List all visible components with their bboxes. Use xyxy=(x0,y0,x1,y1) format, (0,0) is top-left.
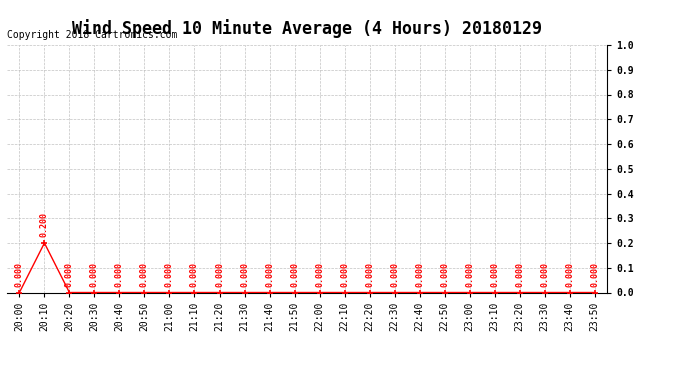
Text: 0.200: 0.200 xyxy=(40,213,49,237)
Text: 0.000: 0.000 xyxy=(515,262,524,287)
Text: 0.000: 0.000 xyxy=(290,262,299,287)
Text: 0.000: 0.000 xyxy=(540,262,549,287)
Text: 0.000: 0.000 xyxy=(565,262,574,287)
Text: 0.000: 0.000 xyxy=(490,262,499,287)
Text: 0.000: 0.000 xyxy=(90,262,99,287)
Text: 0.000: 0.000 xyxy=(365,262,374,287)
Text: 0.000: 0.000 xyxy=(340,262,349,287)
Text: 0.000: 0.000 xyxy=(215,262,224,287)
Text: 0.000: 0.000 xyxy=(240,262,249,287)
Text: 0.000: 0.000 xyxy=(165,262,174,287)
Text: 0.000: 0.000 xyxy=(65,262,74,287)
Text: 0.000: 0.000 xyxy=(15,262,24,287)
Text: 0.000: 0.000 xyxy=(440,262,449,287)
Text: 0.000: 0.000 xyxy=(415,262,424,287)
Text: 0.000: 0.000 xyxy=(265,262,274,287)
Text: 0.000: 0.000 xyxy=(315,262,324,287)
Text: 0.000: 0.000 xyxy=(590,262,599,287)
Text: 0.000: 0.000 xyxy=(190,262,199,287)
Text: 0.000: 0.000 xyxy=(465,262,474,287)
Title: Wind Speed 10 Minute Average (4 Hours) 20180129: Wind Speed 10 Minute Average (4 Hours) 2… xyxy=(72,20,542,39)
Text: Copyright 2018 Cartronics.com: Copyright 2018 Cartronics.com xyxy=(7,30,177,40)
Text: 0.000: 0.000 xyxy=(140,262,149,287)
Text: 0.000: 0.000 xyxy=(390,262,399,287)
Text: 0.000: 0.000 xyxy=(115,262,124,287)
